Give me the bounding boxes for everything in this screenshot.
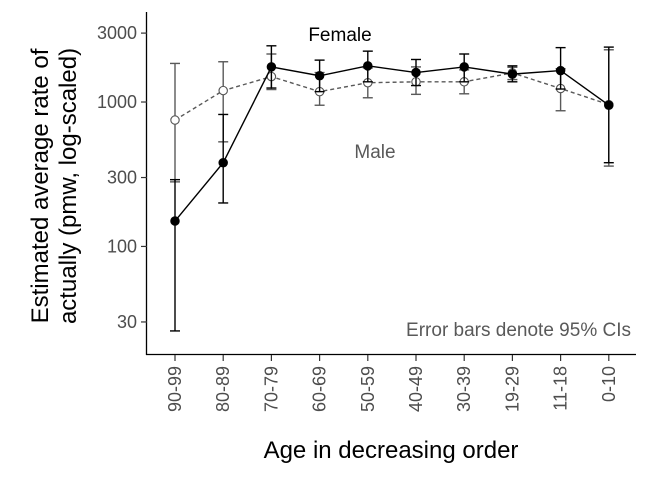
- series-layer: [170, 45, 614, 332]
- male-line: [174, 72, 610, 121]
- y-axis-title: Estimated average rate of actually (pmw,…: [27, 48, 82, 324]
- female-point: [555, 65, 566, 76]
- female-point: [314, 71, 325, 81]
- x-tick-label: 60-69: [310, 366, 330, 412]
- female-point: [459, 62, 469, 72]
- x-tick-label: 19-29: [502, 366, 522, 412]
- female-point: [363, 61, 373, 71]
- annotation-male: Male: [354, 142, 395, 163]
- female-point: [170, 216, 180, 226]
- x-tick-label: 90-99: [165, 366, 185, 412]
- x-tick-label: 40-49: [406, 366, 426, 412]
- female-point: [218, 157, 228, 168]
- y-tick-label: 3000: [97, 23, 137, 43]
- x-tick-label: 11-18: [551, 366, 571, 411]
- x-ticks: 90-99 80-89 70-79 60-69 50-59 40-49 30-39 19-29…: [165, 355, 619, 412]
- series-female: [170, 45, 614, 332]
- y-axis-title-line-1: Estimated average rate of: [27, 48, 54, 323]
- x-tick-label: 0-10: [599, 366, 619, 402]
- y-tick-label: 1000: [97, 92, 137, 112]
- female-point: [411, 67, 421, 78]
- female-point: [266, 62, 277, 72]
- y-axis-title-line-2: actually (pmw, log-scaled): [55, 48, 82, 324]
- annotation-female: Female: [308, 25, 371, 46]
- y-tick-label: 300: [107, 168, 137, 188]
- female-point: [604, 100, 614, 110]
- female-point: [507, 69, 518, 79]
- annotation-ci-note: Error bars denote 95% CIs: [406, 320, 631, 341]
- axes: [145, 12, 636, 356]
- y-tick-label: 100: [107, 236, 137, 256]
- x-tick-label: 80-89: [213, 366, 233, 412]
- x-tick-label: 50-59: [358, 366, 378, 412]
- y-ticks: 30 100 300 1000 3000: [97, 23, 147, 332]
- female-error-bar: [170, 178, 180, 332]
- y-tick-label: 30: [117, 312, 137, 332]
- x-tick-label: 70-79: [261, 366, 281, 412]
- male-point: [170, 115, 180, 125]
- x-axis-title: Age in decreasing order: [264, 437, 519, 464]
- female-line: [174, 65, 610, 222]
- male-point: [218, 85, 228, 96]
- x-tick-label: 30-39: [454, 366, 474, 412]
